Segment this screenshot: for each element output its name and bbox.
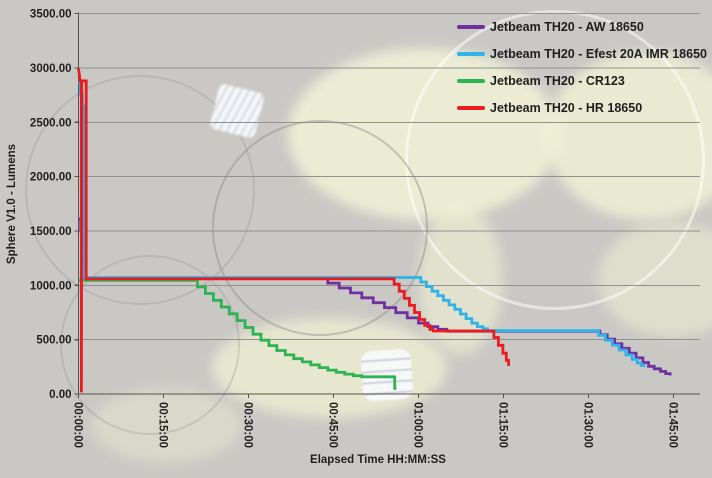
svg-text:00:15:00: 00:15:00: [157, 402, 169, 448]
legend-item-aw-18650: Jetbeam TH20 - AW 18650: [457, 13, 707, 40]
legend-swatch: [457, 78, 485, 83]
photo-ring: [405, 10, 705, 310]
svg-text:00:45:00: 00:45:00: [327, 402, 339, 448]
legend-item-cr123: Jetbeam TH20 - CR123: [457, 67, 707, 94]
svg-text:2500.00: 2500.00: [30, 117, 72, 129]
svg-text:500.00: 500.00: [36, 335, 71, 347]
svg-text:0.00: 0.00: [49, 389, 71, 401]
svg-text:3500.00: 3500.00: [30, 9, 72, 21]
svg-text:00:30:00: 00:30:00: [242, 402, 254, 448]
photo-ring: [60, 255, 240, 435]
svg-text:01:45:00: 01:45:00: [667, 402, 679, 448]
legend-swatch: [457, 51, 485, 56]
svg-text:1500.00: 1500.00: [30, 226, 72, 238]
svg-text:01:00:00: 01:00:00: [412, 402, 424, 448]
svg-text:00:00:00: 00:00:00: [72, 402, 84, 448]
x-axis-title: Elapsed Time HH:MM:SS: [310, 454, 446, 466]
legend-label: Jetbeam TH20 - Efest 20A IMR 18650: [490, 46, 707, 61]
chart-legend: Jetbeam TH20 - AW 18650 Jetbeam TH20 - E…: [457, 13, 707, 121]
svg-text:1000.00: 1000.00: [30, 280, 72, 292]
legend-swatch: [457, 105, 485, 110]
legend-label: Jetbeam TH20 - CR123: [490, 73, 625, 88]
svg-text:01:30:00: 01:30:00: [582, 402, 594, 448]
legend-swatch: [457, 24, 485, 29]
legend-label: Jetbeam TH20 - AW 18650: [490, 19, 644, 34]
legend-item-efest-imr-18650: Jetbeam TH20 - Efest 20A IMR 18650: [457, 40, 707, 67]
y-axis-title: Sphere V1.0 - Lumens: [6, 143, 18, 265]
svg-text:01:15:00: 01:15:00: [497, 402, 509, 448]
legend-item-hr-18650: Jetbeam TH20 - HR 18650: [457, 94, 707, 121]
svg-text:2000.00: 2000.00: [30, 172, 72, 184]
svg-text:3000.00: 3000.00: [30, 63, 72, 75]
legend-label: Jetbeam TH20 - HR 18650: [490, 100, 643, 115]
